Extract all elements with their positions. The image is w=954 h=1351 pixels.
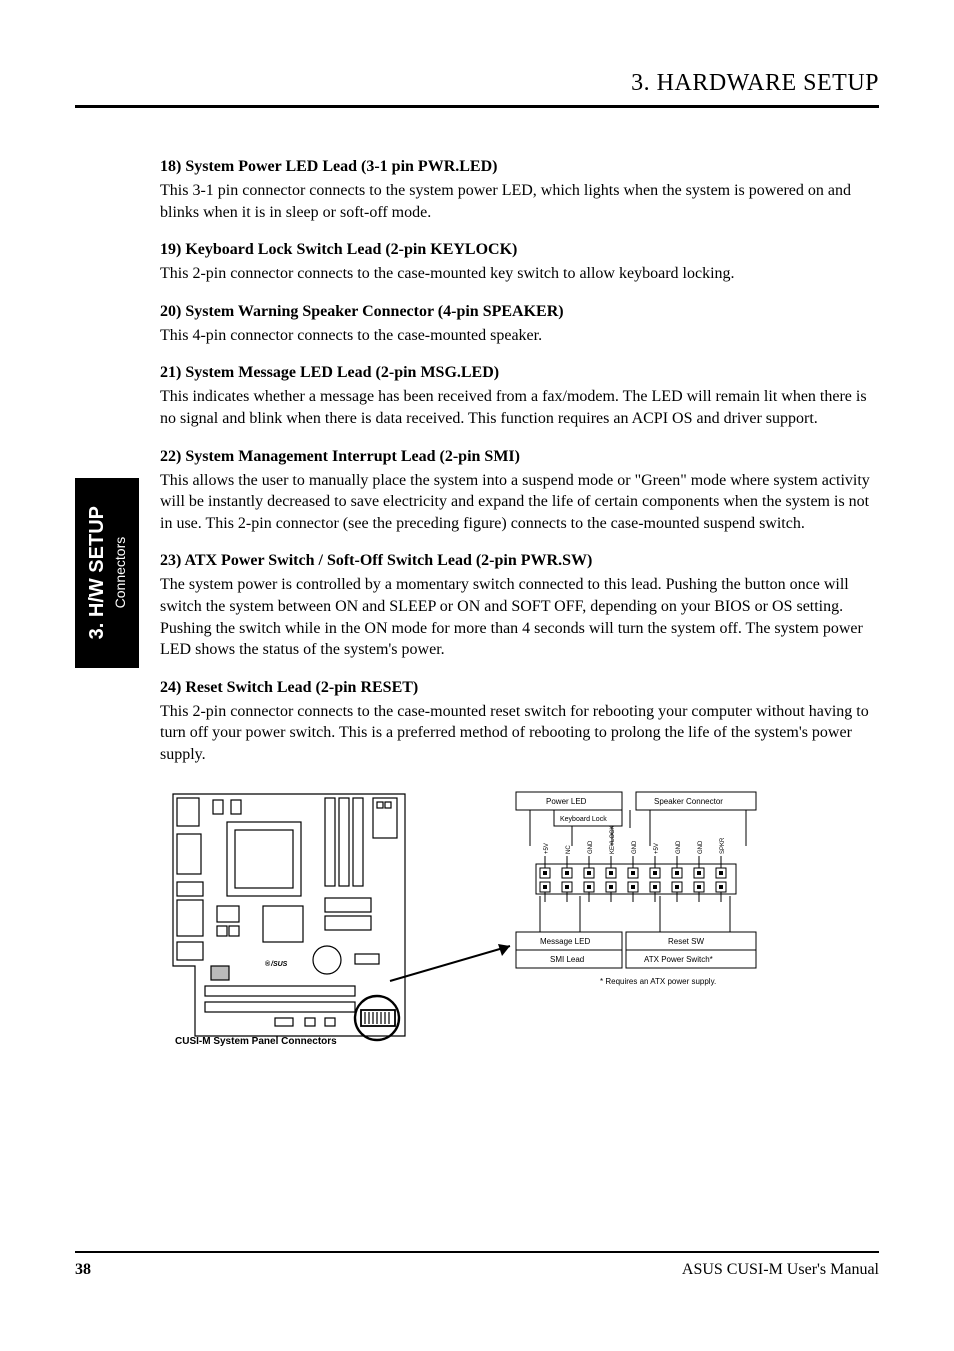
item-20: 20) System Warning Speaker Connector (4-… [160, 303, 879, 347]
footer-rule [75, 1251, 879, 1253]
header-rule [75, 105, 879, 108]
item-label: 18) System Power LED Lead (3-1 pin PWR.L… [160, 158, 879, 176]
page-header: 3. HARDWARE SETUP [75, 70, 879, 97]
svg-text:+5V: +5V [654, 843, 660, 854]
svg-text:NC: NC [566, 844, 572, 853]
page-footer: 38 ASUS CUSI-M User's Manual [75, 1251, 879, 1279]
item-label: 23) ATX Power Switch / Soft-Off Switch L… [160, 552, 879, 570]
svg-text:GND: GND [698, 840, 704, 854]
item-body: This 3-1 pin connector connects to the s… [160, 180, 879, 223]
svg-text:* Requires an ATX power supply: * Requires an ATX power supply. [600, 977, 716, 986]
manual-title: ASUS CUSI-M User's Manual [682, 1261, 879, 1279]
item-22: 22) System Management Interrupt Lead (2-… [160, 448, 879, 535]
svg-text:GND: GND [588, 840, 594, 854]
item-21: 21) System Message LED Lead (2-pin MSG.L… [160, 364, 879, 429]
svg-text:Speaker Connector: Speaker Connector [654, 797, 723, 806]
item-label: 21) System Message LED Lead (2-pin MSG.L… [160, 364, 879, 382]
item-18: 18) System Power LED Lead (3-1 pin PWR.L… [160, 158, 879, 223]
item-label: 24) Reset Switch Lead (2-pin RESET) [160, 679, 879, 697]
item-23: 23) ATX Power Switch / Soft-Off Switch L… [160, 552, 879, 660]
diagram-caption: CUSI-M System Panel Connectors [175, 1036, 337, 1046]
diagram-area: /SUS ® CUSI-M System Panel Connectors Po… [160, 786, 879, 1066]
motherboard-diagram: /SUS ® CUSI-M System Panel Connectors [155, 786, 415, 1046]
svg-text:®: ® [265, 960, 271, 968]
svg-text:SPKR: SPKR [720, 836, 726, 853]
svg-text:Power LED: Power LED [546, 797, 587, 806]
callout-arrow [380, 936, 530, 996]
svg-text:ATX Power Switch*: ATX Power Switch* [644, 955, 713, 964]
item-body: The system power is controlled by a mome… [160, 574, 879, 660]
side-tab: 3. H/W SETUP Connectors [75, 478, 139, 668]
item-body: This indicates whether a message has bee… [160, 386, 879, 429]
svg-text:KEYLOCK: KEYLOCK [610, 825, 616, 853]
item-label: 22) System Management Interrupt Lead (2-… [160, 448, 879, 466]
panel-connector-diagram: Power LED Speaker Connector Keyboard Loc… [510, 786, 790, 1016]
svg-text:/SUS: /SUS [270, 961, 288, 968]
item-body: This 2-pin connector connects to the cas… [160, 701, 879, 766]
item-19: 19) Keyboard Lock Switch Lead (2-pin KEY… [160, 241, 879, 285]
item-label: 19) Keyboard Lock Switch Lead (2-pin KEY… [160, 241, 879, 259]
svg-text:Keyboard Lock: Keyboard Lock [560, 816, 607, 823]
content-column: 18) System Power LED Lead (3-1 pin PWR.L… [160, 148, 879, 1066]
item-body: This allows the user to manually place t… [160, 470, 879, 535]
page-number: 38 [75, 1261, 91, 1279]
side-tab-title: 3. H/W SETUP [83, 506, 111, 639]
svg-text:GND: GND [676, 840, 682, 854]
svg-text:SMI Lead: SMI Lead [550, 955, 584, 964]
item-body: This 2-pin connector connects to the cas… [160, 263, 879, 285]
svg-text:+5V: +5V [544, 843, 550, 854]
svg-text:GND: GND [632, 840, 638, 854]
item-label: 20) System Warning Speaker Connector (4-… [160, 303, 879, 321]
svg-text:Message LED: Message LED [540, 937, 590, 946]
side-tab-sub: Connectors [112, 537, 128, 609]
item-body: This 4-pin connector connects to the cas… [160, 325, 879, 347]
svg-text:Reset SW: Reset SW [668, 937, 704, 946]
item-24: 24) Reset Switch Lead (2-pin RESET) This… [160, 679, 879, 766]
